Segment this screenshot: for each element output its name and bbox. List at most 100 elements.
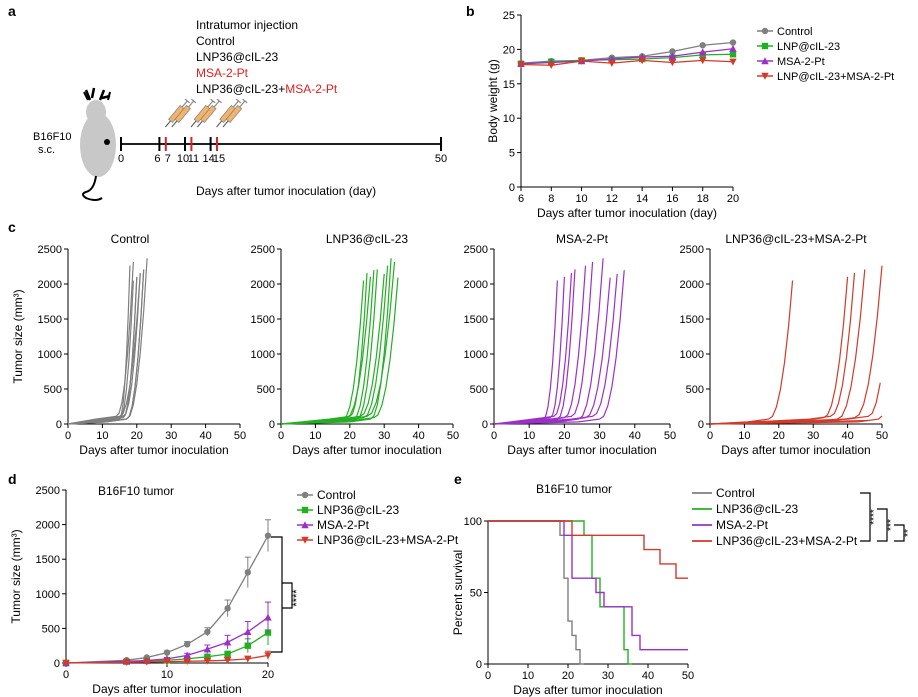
syringe-icon <box>197 98 222 128</box>
panel-d-x-tick-label: 0 <box>63 669 69 681</box>
panel-b-point <box>638 57 646 65</box>
panel-d-point <box>223 657 232 664</box>
syringe-plunger <box>232 100 239 108</box>
panel-c-subplot-title: LNP36@cIL-23+MSA-2-Pt <box>725 232 867 246</box>
panel-c-curve <box>280 273 368 425</box>
timeline-label: Days after tumor inoculation (day) <box>196 184 376 198</box>
panel-e-x-tick-label: 20 <box>562 670 574 682</box>
syringe-handle <box>235 98 242 104</box>
panel-b-y-tick-label: 0 <box>509 182 515 194</box>
syringe-plunger <box>213 100 220 108</box>
panel-e-survival-curve <box>488 520 688 651</box>
panel-b-point <box>729 45 737 52</box>
syringe-plunger <box>181 100 188 108</box>
syringe-icons <box>165 98 248 128</box>
panel-c-x-tick-label: 50 <box>234 430 246 442</box>
panel-c-x-tick-label: 20 <box>558 430 570 442</box>
panel-c-x-tick-label: 0 <box>707 430 713 442</box>
group-control: Control <box>196 34 235 48</box>
panel-b: b 6 8 10 12 14 16 18 20 0 5 10 15 20 25 Days after tum… <box>466 3 894 220</box>
panel-c-label: c <box>8 219 16 235</box>
panel-c-curve <box>67 273 141 425</box>
panel-c-curve <box>493 273 573 425</box>
panel-b-y-label: Body weight (g) <box>486 59 500 142</box>
panel-a-label: a <box>8 3 16 19</box>
timeline-tick-label: 14 <box>202 153 214 165</box>
panel-c-y-tick-label: 500 <box>257 384 275 396</box>
panel-d-point <box>62 659 70 667</box>
syringe-handle <box>210 98 216 104</box>
panel-c-x-tick-label: 40 <box>841 430 853 442</box>
panel-c-curve <box>493 265 587 425</box>
panel-c-y-tick-label: 2500 <box>464 244 488 256</box>
panel-b-legend-marker <box>761 27 769 35</box>
syringe-needle <box>190 120 197 128</box>
syringe-plunger <box>239 100 246 108</box>
panel-d-legend-marker <box>301 506 309 514</box>
panel-c-x-tick-label: 20 <box>131 430 143 442</box>
panel-b-point <box>517 61 525 69</box>
panel-c-y-tick-label: 1500 <box>251 314 275 326</box>
panel-e-significance-stars: ** <box>903 529 914 537</box>
timeline-tick-label: 15 <box>213 153 225 165</box>
panel-c-subplot-title: LNP36@cIL-23 <box>326 232 409 246</box>
panel-c-x-tick-label: 30 <box>165 430 177 442</box>
panel-c-y-tick-label: 2500 <box>251 244 275 256</box>
panel-d-y-tick-label: 1000 <box>36 589 60 601</box>
panel-d-legend-label: MSA-2-Pt <box>317 518 370 532</box>
panel-c-curve <box>280 261 396 425</box>
panel-c-curve <box>67 270 145 425</box>
panel-b-x-tick-label: 10 <box>575 193 587 205</box>
panel-c-curve <box>493 269 576 425</box>
panel-c-y-tick-label: 2500 <box>680 244 704 256</box>
panel-b-point <box>729 58 737 66</box>
panel-b-y-tick-label: 20 <box>503 44 515 56</box>
panel-d-title: B16F10 tumor <box>98 484 174 498</box>
syringe-barrel <box>200 104 217 124</box>
panel-e-title: B16F10 tumor <box>536 482 612 496</box>
panel-c-curve <box>280 273 385 425</box>
panel-d-point <box>163 649 171 656</box>
panel-d-point <box>203 645 212 653</box>
panel-c-y-tick-label: 500 <box>44 384 62 396</box>
panel-c-y-tick-label: 1000 <box>38 349 62 361</box>
panel-c-x-label: Days after tumor inoculation <box>79 443 228 457</box>
panel-c-curve <box>493 277 611 425</box>
panel-d-significance-bracket <box>271 536 293 653</box>
syringe-needle <box>216 120 223 128</box>
panel-c-curve <box>67 280 134 425</box>
syringe-barrel <box>174 104 191 124</box>
panel-e-bracket-3 <box>894 524 905 542</box>
panel-b-series-line <box>520 53 734 65</box>
panel-d-legend-label: Control <box>317 488 356 502</box>
panel-d-y-tick-label: 1500 <box>36 554 60 566</box>
panel-d-point <box>264 532 272 539</box>
panel-d-y-tick-label: 0 <box>54 658 60 670</box>
panel-e: e 0 10 20 30 40 50 0 50 100 Days after tumor inoc… <box>451 471 914 697</box>
panel-c-curve <box>709 265 883 425</box>
panel-c-y-tick-label: 0 <box>698 419 704 431</box>
syringe-plunger <box>207 100 214 108</box>
panel-b-x-tick-label: 18 <box>697 193 709 205</box>
panel-d-y-label: Tumor size (mm³) <box>9 529 23 623</box>
panel-d-point <box>224 650 231 658</box>
panel-b-legend-label: LNP@cIL-23+MSA-2-Pt <box>777 71 894 83</box>
panel-d-point <box>244 655 252 663</box>
panel-b-point <box>699 57 707 65</box>
panel-d-point <box>163 658 171 666</box>
panel-d-point <box>204 628 211 636</box>
panel-d-point <box>224 605 231 612</box>
panel-c-curve <box>493 270 625 425</box>
panel-c-x-tick-label: 0 <box>278 430 284 442</box>
panel-c-x-tick-label: 10 <box>96 430 108 442</box>
syringe-needle <box>165 120 171 128</box>
panel-c-curve <box>67 265 131 425</box>
panel-d-point <box>223 638 232 646</box>
panel-d-point <box>183 658 191 665</box>
panel-d-series-line <box>65 535 269 664</box>
panel-b-legend-marker <box>761 72 769 80</box>
syringe-needle <box>222 120 229 128</box>
panel-b-point <box>669 48 676 55</box>
panel-b-point <box>668 52 677 60</box>
